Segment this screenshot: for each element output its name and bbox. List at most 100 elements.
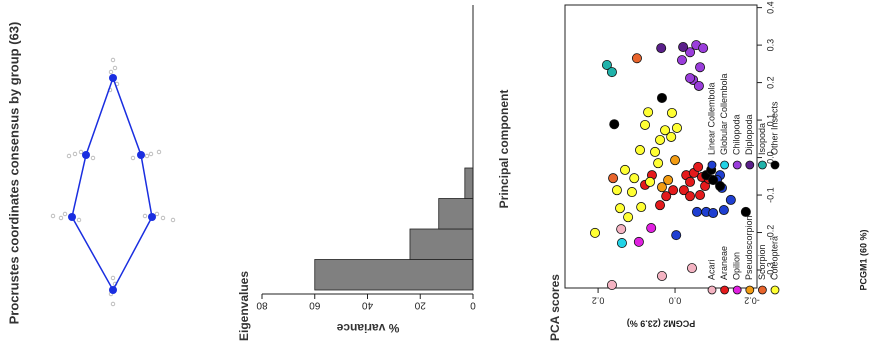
- point: [671, 122, 682, 133]
- point: [640, 119, 651, 130]
- point: [636, 202, 647, 213]
- point: [611, 185, 622, 196]
- point: [590, 227, 601, 238]
- point: [671, 230, 682, 241]
- legend-marker: [770, 285, 780, 295]
- specimen-point: [90, 155, 96, 161]
- plot-frame: [564, 4, 758, 289]
- x-tick-label: -0.3: [765, 262, 775, 278]
- legend-label: Acari: [706, 259, 716, 280]
- landmark: [82, 151, 90, 159]
- landmark: [68, 213, 76, 221]
- point: [606, 280, 617, 291]
- bar: [464, 167, 474, 199]
- y-tick-label: 0.0: [669, 296, 682, 306]
- legend-marker: [707, 285, 717, 295]
- legend-marker: [758, 160, 767, 170]
- legend-label: Isopoda: [757, 123, 767, 155]
- legend-label: Linear Collembola: [706, 82, 716, 155]
- point: [661, 191, 672, 202]
- legend-marker: [745, 160, 755, 170]
- specimen-point: [142, 213, 148, 219]
- y-axis-label: % variance: [336, 321, 399, 335]
- point: [718, 205, 729, 216]
- point: [698, 43, 709, 54]
- y-tick-label: 0: [470, 299, 476, 310]
- point: [670, 155, 681, 166]
- legend-marker: [732, 160, 742, 170]
- point: [655, 134, 666, 145]
- point: [656, 271, 667, 282]
- point: [645, 176, 656, 187]
- x-tick-label: 0.1: [765, 114, 775, 127]
- point: [608, 173, 619, 184]
- specimen-point: [170, 217, 176, 223]
- x-axis-label: Principal component: [497, 90, 511, 209]
- consensus-outline: [71, 75, 153, 292]
- legend-label: Opilion: [732, 252, 742, 280]
- y-axis-label: PCGM2 (23.9 %): [627, 319, 696, 329]
- point: [685, 176, 696, 187]
- landmark: [109, 286, 117, 294]
- point: [635, 145, 646, 156]
- specimen-point: [110, 57, 116, 63]
- point: [715, 181, 726, 192]
- legend-marker: [707, 160, 717, 170]
- point: [653, 158, 664, 169]
- landmark: [137, 151, 145, 159]
- point: [620, 164, 631, 175]
- specimen-point: [66, 153, 72, 159]
- bar: [314, 259, 474, 291]
- specimen-point: [108, 69, 114, 75]
- x-tick-label: 0.3: [765, 39, 775, 52]
- legend-label: Diplopoda: [744, 114, 754, 155]
- point: [626, 187, 637, 198]
- point: [616, 224, 627, 235]
- panel-title: PCA scores: [548, 274, 562, 341]
- point: [678, 41, 689, 52]
- point: [685, 73, 696, 84]
- point: [693, 80, 704, 91]
- y-tick-label: 20: [414, 299, 426, 310]
- point: [725, 194, 736, 205]
- landmark: [109, 74, 117, 82]
- point: [708, 175, 719, 186]
- point: [609, 119, 620, 130]
- point: [616, 238, 627, 249]
- bar: [409, 228, 474, 260]
- point: [666, 131, 677, 142]
- point: [615, 203, 626, 214]
- point: [660, 125, 671, 136]
- specimen-point: [160, 215, 166, 221]
- point: [656, 182, 667, 193]
- point: [655, 200, 666, 211]
- specimen-point: [62, 211, 68, 217]
- point: [740, 206, 751, 217]
- point: [666, 107, 677, 118]
- specimen-point: [110, 275, 116, 281]
- specimen-point: [58, 215, 64, 221]
- legend-marker: [732, 285, 742, 295]
- specimen-point: [130, 155, 136, 161]
- point: [650, 146, 661, 157]
- specimen-point: [50, 213, 56, 219]
- point: [631, 53, 642, 64]
- x-tick-label: -0.2: [765, 225, 775, 241]
- legend-label: Araneae: [719, 246, 729, 280]
- y-tick-label: 0.2: [592, 296, 605, 306]
- point: [643, 107, 654, 118]
- x-axis-label: PCGM1 (60 %): [858, 229, 868, 290]
- specimen-point: [76, 217, 82, 223]
- point: [663, 175, 674, 186]
- x-tick-label: -0.1: [765, 187, 775, 203]
- point: [695, 62, 706, 73]
- point: [606, 67, 617, 78]
- figure-body: Procrustes coordinates consensus by grou…: [6, 1, 868, 341]
- specimen-point: [154, 211, 160, 217]
- specimen-point: [148, 151, 154, 157]
- legend-marker: [720, 285, 729, 295]
- point: [686, 263, 697, 274]
- y-tick-label: 40: [362, 299, 374, 310]
- legend-label: Chilopoda: [732, 114, 742, 155]
